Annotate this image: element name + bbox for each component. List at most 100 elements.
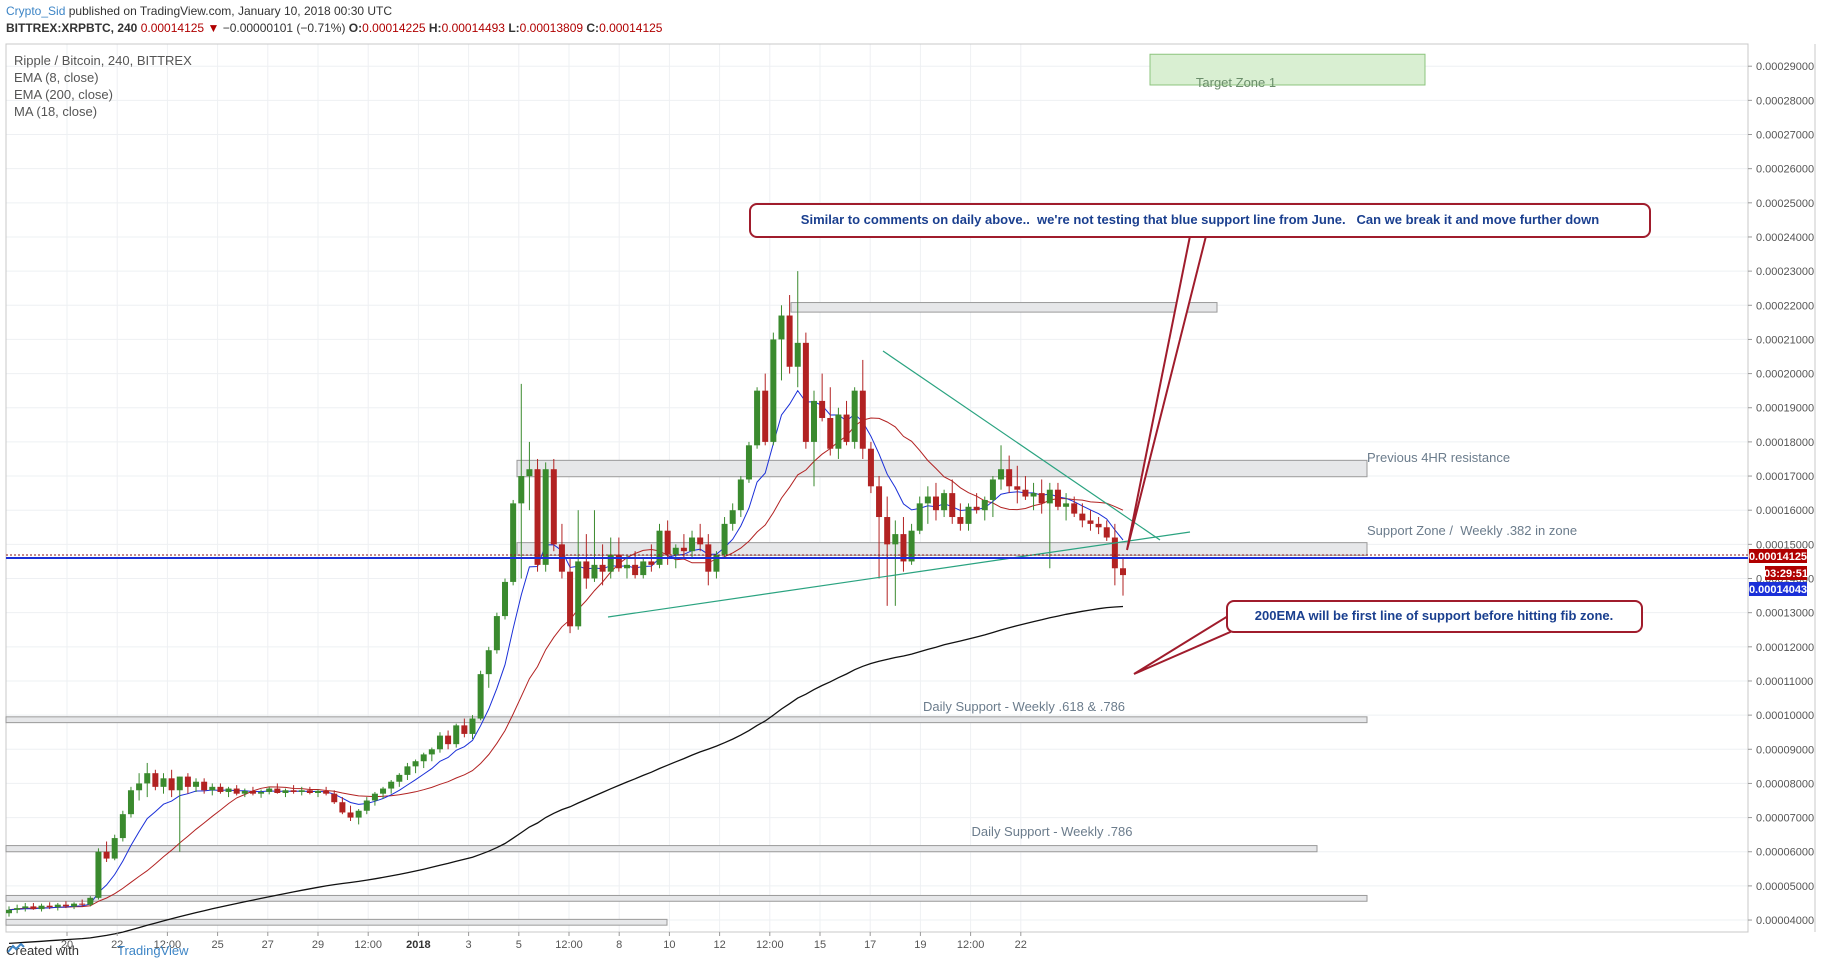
candle-body — [721, 523, 728, 555]
legend-title: Ripple / Bitcoin, 240, BITTREX — [14, 53, 192, 68]
x-tick-label: 20 — [61, 939, 73, 951]
close-label: C: — [586, 21, 600, 35]
candle-body — [973, 506, 980, 511]
candle-body — [534, 469, 541, 565]
x-tick-label: 19 — [914, 939, 926, 951]
y-tick-label: 0.00028000 — [1756, 95, 1814, 107]
symbol-label: BITTREX:XRPBTC, 240 — [6, 21, 138, 35]
candle-body — [786, 315, 793, 367]
callout-box-2[interactable] — [1226, 600, 1643, 633]
legend-ema8[interactable]: EMA (8, close) — [14, 70, 99, 85]
candle-body — [396, 774, 403, 782]
open-value: 0.00014225 — [362, 21, 426, 35]
y-tick-label: 0.00010000 — [1756, 710, 1814, 722]
legend-ma18[interactable]: MA (18, close) — [14, 104, 98, 119]
candle-body — [672, 547, 679, 555]
candle-body — [542, 469, 549, 565]
candle-body — [355, 810, 362, 818]
zone-rect — [5, 845, 1318, 853]
candle-body — [892, 534, 899, 545]
candle-body — [71, 903, 78, 907]
publish-info: Crypto_Sid published on TradingView.com,… — [6, 4, 392, 18]
tradingview-link[interactable]: TradingView — [117, 943, 189, 958]
published-text: published on TradingView.com, January 10… — [68, 4, 393, 18]
y-tick-label: 0.00013000 — [1756, 608, 1814, 620]
candle-body — [965, 506, 972, 524]
candle-body — [607, 554, 614, 572]
y-tick-label: 0.00021000 — [1756, 334, 1814, 346]
open-label: O: — [348, 21, 363, 35]
time-axis[interactable]: 20 22 12:00 25 27 29 12:00 2018 3 5 12:00 8 10 12 12:0… — [61, 932, 1027, 951]
ascending-trendline[interactable] — [607, 531, 1191, 618]
candle-body — [867, 448, 874, 487]
candle-body — [908, 530, 915, 562]
candle-body — [1103, 527, 1110, 538]
x-tick-label: 8 — [616, 939, 622, 951]
low-label: L: — [508, 21, 520, 35]
candle-body — [1071, 503, 1078, 514]
candle-body — [388, 781, 395, 789]
change-arrow-icon: ▼ — [207, 21, 220, 35]
candle-body — [949, 493, 956, 518]
x-tick-label: 22 — [1015, 939, 1027, 951]
y-tick-label: 0.00016000 — [1756, 505, 1814, 517]
y-tick-label: 0.00017000 — [1756, 471, 1814, 483]
candle-body — [1014, 486, 1021, 490]
last-price: 0.00014125 — [140, 21, 205, 35]
x-tick-label: 29 — [312, 939, 324, 951]
candle-body — [79, 903, 86, 905]
candle-body — [689, 537, 696, 552]
x-tick-label: 12:00 — [957, 939, 985, 951]
last-price-badge — [1749, 549, 1807, 563]
line-price-badge-text: 0.00014043 — [1749, 584, 1807, 596]
candle-body — [282, 790, 289, 793]
x-tick-label: 15 — [814, 939, 826, 951]
candle-body — [615, 554, 622, 569]
tradingview-logo-icon — [7, 943, 111, 957]
x-tick-label: 17 — [864, 939, 876, 951]
y-tick-label: 0.00026000 — [1756, 164, 1814, 176]
candle-body — [127, 790, 134, 815]
candle-body — [713, 554, 720, 572]
candle-body — [1046, 489, 1053, 504]
candle-body — [941, 493, 948, 511]
y-tick-label: 0.00022000 — [1756, 300, 1814, 312]
candle-body — [404, 766, 411, 775]
author-link[interactable]: Crypto_Sid — [6, 4, 66, 18]
countdown-badge — [1765, 566, 1807, 580]
candle-body — [916, 503, 923, 531]
zone-rect — [5, 894, 1368, 902]
x-tick-label: 25 — [211, 939, 223, 951]
zone-label-prev-resistance: Previous 4HR resistance — [1367, 450, 1510, 465]
candle-body — [697, 537, 704, 545]
candle-body — [989, 479, 996, 500]
candle-body — [314, 790, 321, 793]
y-tick-label: 0.00020000 — [1756, 369, 1814, 381]
candle-body — [932, 496, 939, 511]
candle-body — [95, 851, 102, 898]
candle-body — [493, 616, 500, 651]
candle-body — [599, 564, 606, 572]
candle-body — [1120, 568, 1126, 576]
candle-body — [217, 786, 224, 792]
price-axis[interactable]: 0.00029000 0.00028000 0.00027000 0.00026000… — [1748, 61, 1814, 927]
candle-body — [770, 339, 777, 442]
candle-body — [827, 417, 834, 449]
candle-body — [241, 790, 248, 794]
ohlc-bar: BITTREX:XRPBTC, 240 0.00014125 ▼ −0.0000… — [6, 21, 662, 35]
descending-trendline[interactable] — [882, 350, 1161, 541]
y-tick-label: 0.00009000 — [1756, 744, 1814, 756]
candle-body — [762, 390, 769, 442]
candle-body — [380, 788, 387, 794]
candle-body — [201, 781, 208, 791]
candle-body — [176, 776, 183, 791]
candle-body — [778, 315, 785, 340]
candle-body — [876, 486, 883, 518]
legend-ema200[interactable]: EMA (200, close) — [14, 87, 113, 102]
candle-body — [428, 749, 435, 755]
callout-box-1[interactable] — [749, 203, 1651, 238]
candle-body — [184, 776, 191, 787]
candle-body — [136, 783, 143, 791]
candle-body — [152, 773, 159, 787]
